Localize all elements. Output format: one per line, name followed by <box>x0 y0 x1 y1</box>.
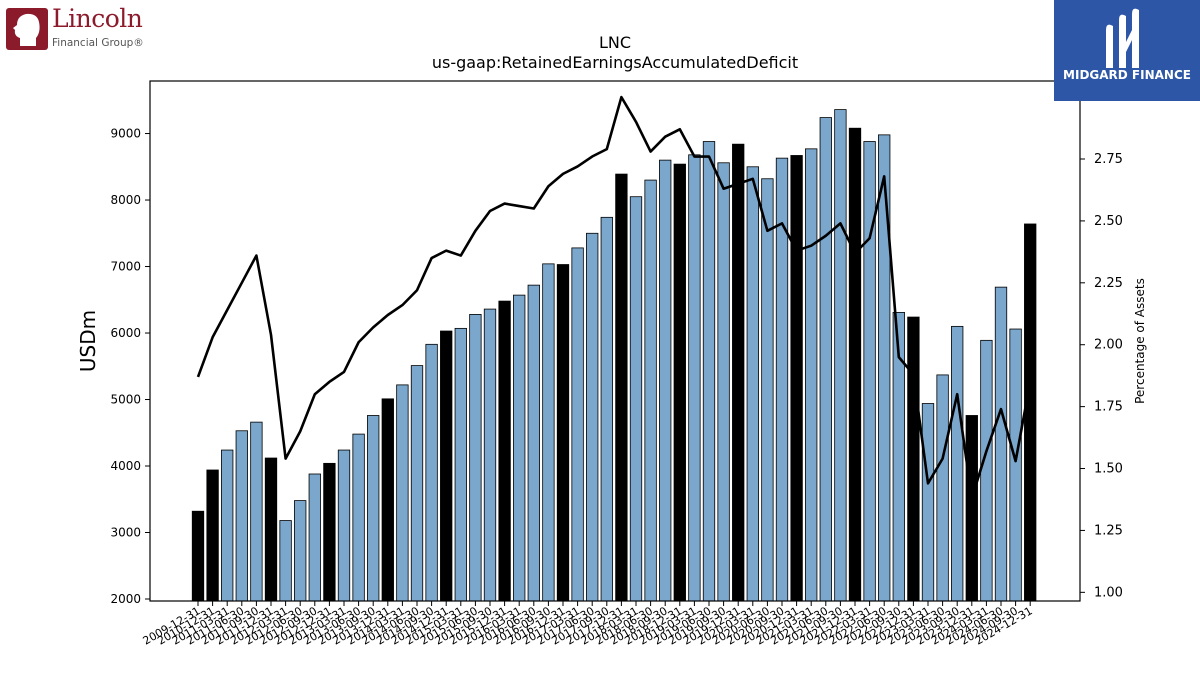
y-tick-label: 4000 <box>110 459 141 473</box>
bar <box>659 159 672 602</box>
y2-tick-label: 1.75 <box>1094 400 1123 415</box>
y2-tick-label: 2.00 <box>1094 338 1123 353</box>
midgard-finance-logo: MIDGARD FINANCE <box>1054 0 1200 101</box>
bar <box>498 300 511 602</box>
lincoln-logo-tagline: Financial Group® <box>52 37 144 49</box>
bar <box>410 365 424 602</box>
bar <box>863 141 876 602</box>
bar <box>352 433 365 602</box>
bar <box>790 155 803 602</box>
bar <box>571 247 584 602</box>
bar <box>264 457 278 602</box>
bar <box>673 163 686 602</box>
y-tick-label: 3000 <box>110 526 141 540</box>
y-tick-label: 2000 <box>110 592 141 606</box>
y2-axis-label: Percentage of Assets <box>1133 278 1147 404</box>
bar <box>542 263 555 602</box>
chart-subtitle: us-gaap:RetainedEarningsAccumulatedDefic… <box>432 53 798 72</box>
bar <box>527 284 540 602</box>
bar <box>600 216 613 602</box>
bar <box>367 415 380 602</box>
y2-tick-label: 1.00 <box>1094 585 1123 600</box>
bar <box>586 232 599 602</box>
line-layer <box>196 95 1032 500</box>
y-tick-label: 7000 <box>110 260 141 274</box>
bar <box>337 449 351 602</box>
y2-tick-label: 2.25 <box>1094 276 1123 291</box>
plot-frame <box>149 80 1081 602</box>
bar <box>980 339 993 602</box>
bar <box>615 173 628 602</box>
y-tick-label: 5000 <box>110 393 141 407</box>
lincoln-logo: Lincoln Financial Group® <box>4 4 154 54</box>
bar <box>834 109 847 602</box>
y2-tick-label: 1.50 <box>1094 462 1123 477</box>
ticks-layer: 2000 3000 4000 5000 6000 7000 8000 9000 1.00 1.25… <box>110 90 1123 647</box>
bar <box>936 374 949 602</box>
y-axis-label: USDm <box>76 310 100 372</box>
bar <box>965 415 978 602</box>
bar <box>878 134 891 602</box>
bar <box>746 166 759 602</box>
bar <box>819 117 832 602</box>
bar <box>323 462 336 602</box>
bar <box>717 162 730 602</box>
y2-tick-label: 2.50 <box>1094 214 1123 229</box>
bar <box>425 343 438 602</box>
bar <box>381 398 394 602</box>
bar <box>206 469 219 602</box>
bar <box>951 325 964 602</box>
bar <box>805 148 818 602</box>
bar <box>294 500 307 602</box>
bar <box>454 327 467 602</box>
bar <box>235 430 248 602</box>
bar <box>469 313 482 602</box>
y-tick-label: 9000 <box>110 127 141 141</box>
y-tick-label: 8000 <box>110 193 141 207</box>
bar <box>191 510 205 602</box>
bar <box>308 473 321 602</box>
chart-title: LNC <box>599 33 631 52</box>
y-tick-label: 6000 <box>110 326 141 340</box>
bar <box>761 178 774 602</box>
pct-assets-line <box>196 95 1032 500</box>
bar <box>848 127 862 602</box>
bar <box>279 520 292 602</box>
bar <box>1009 328 1022 602</box>
bar <box>221 449 234 602</box>
bar <box>513 294 526 602</box>
bar <box>732 143 745 602</box>
midgard-m-icon <box>1106 8 1139 69</box>
midgard-logo-name: MIDGARD FINANCE <box>1063 68 1191 82</box>
bar <box>644 179 657 602</box>
lincoln-logo-name: Lincoln <box>52 4 143 33</box>
bar <box>556 264 570 602</box>
bars-layer <box>191 109 1037 602</box>
lincoln-profile-icon <box>6 8 48 50</box>
bar <box>688 154 701 602</box>
bar <box>629 196 643 602</box>
bar <box>994 286 1008 602</box>
bar <box>907 316 920 602</box>
y2-tick-label: 2.75 <box>1094 152 1123 167</box>
y2-tick-label: 1.25 <box>1094 523 1123 538</box>
bar <box>1024 223 1037 602</box>
bar <box>396 384 409 602</box>
bar <box>250 421 263 602</box>
bar <box>921 403 935 602</box>
bar <box>702 141 716 602</box>
bar <box>440 330 453 602</box>
bar <box>483 308 497 602</box>
